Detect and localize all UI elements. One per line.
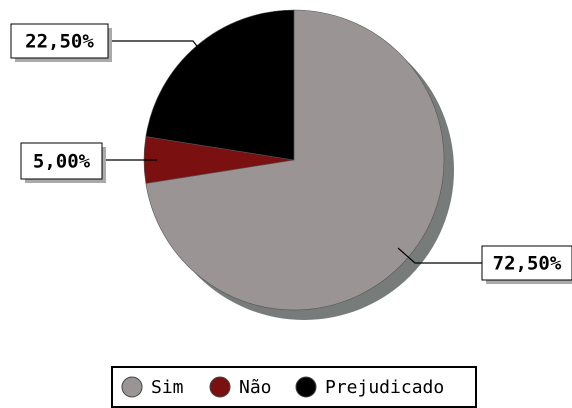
legend-marker: [295, 376, 317, 398]
data-label: 5,00%: [33, 151, 91, 173]
leader-line: [108, 40, 201, 51]
label-box: [10, 23, 109, 59]
label-box: [20, 142, 103, 180]
pie-slice: [145, 9, 295, 161]
data-label: 22,50%: [25, 31, 94, 53]
legend-marker: [209, 376, 231, 398]
legend-label: Prejudicado: [325, 377, 444, 398]
legend-box: [111, 366, 477, 408]
legend-label: Sim: [151, 377, 184, 398]
legend-label: Não: [239, 377, 272, 398]
legend-marker: [121, 376, 143, 398]
data-label: 72,50%: [493, 253, 562, 275]
label-box: [481, 245, 572, 281]
leader-line: [397, 247, 482, 264]
